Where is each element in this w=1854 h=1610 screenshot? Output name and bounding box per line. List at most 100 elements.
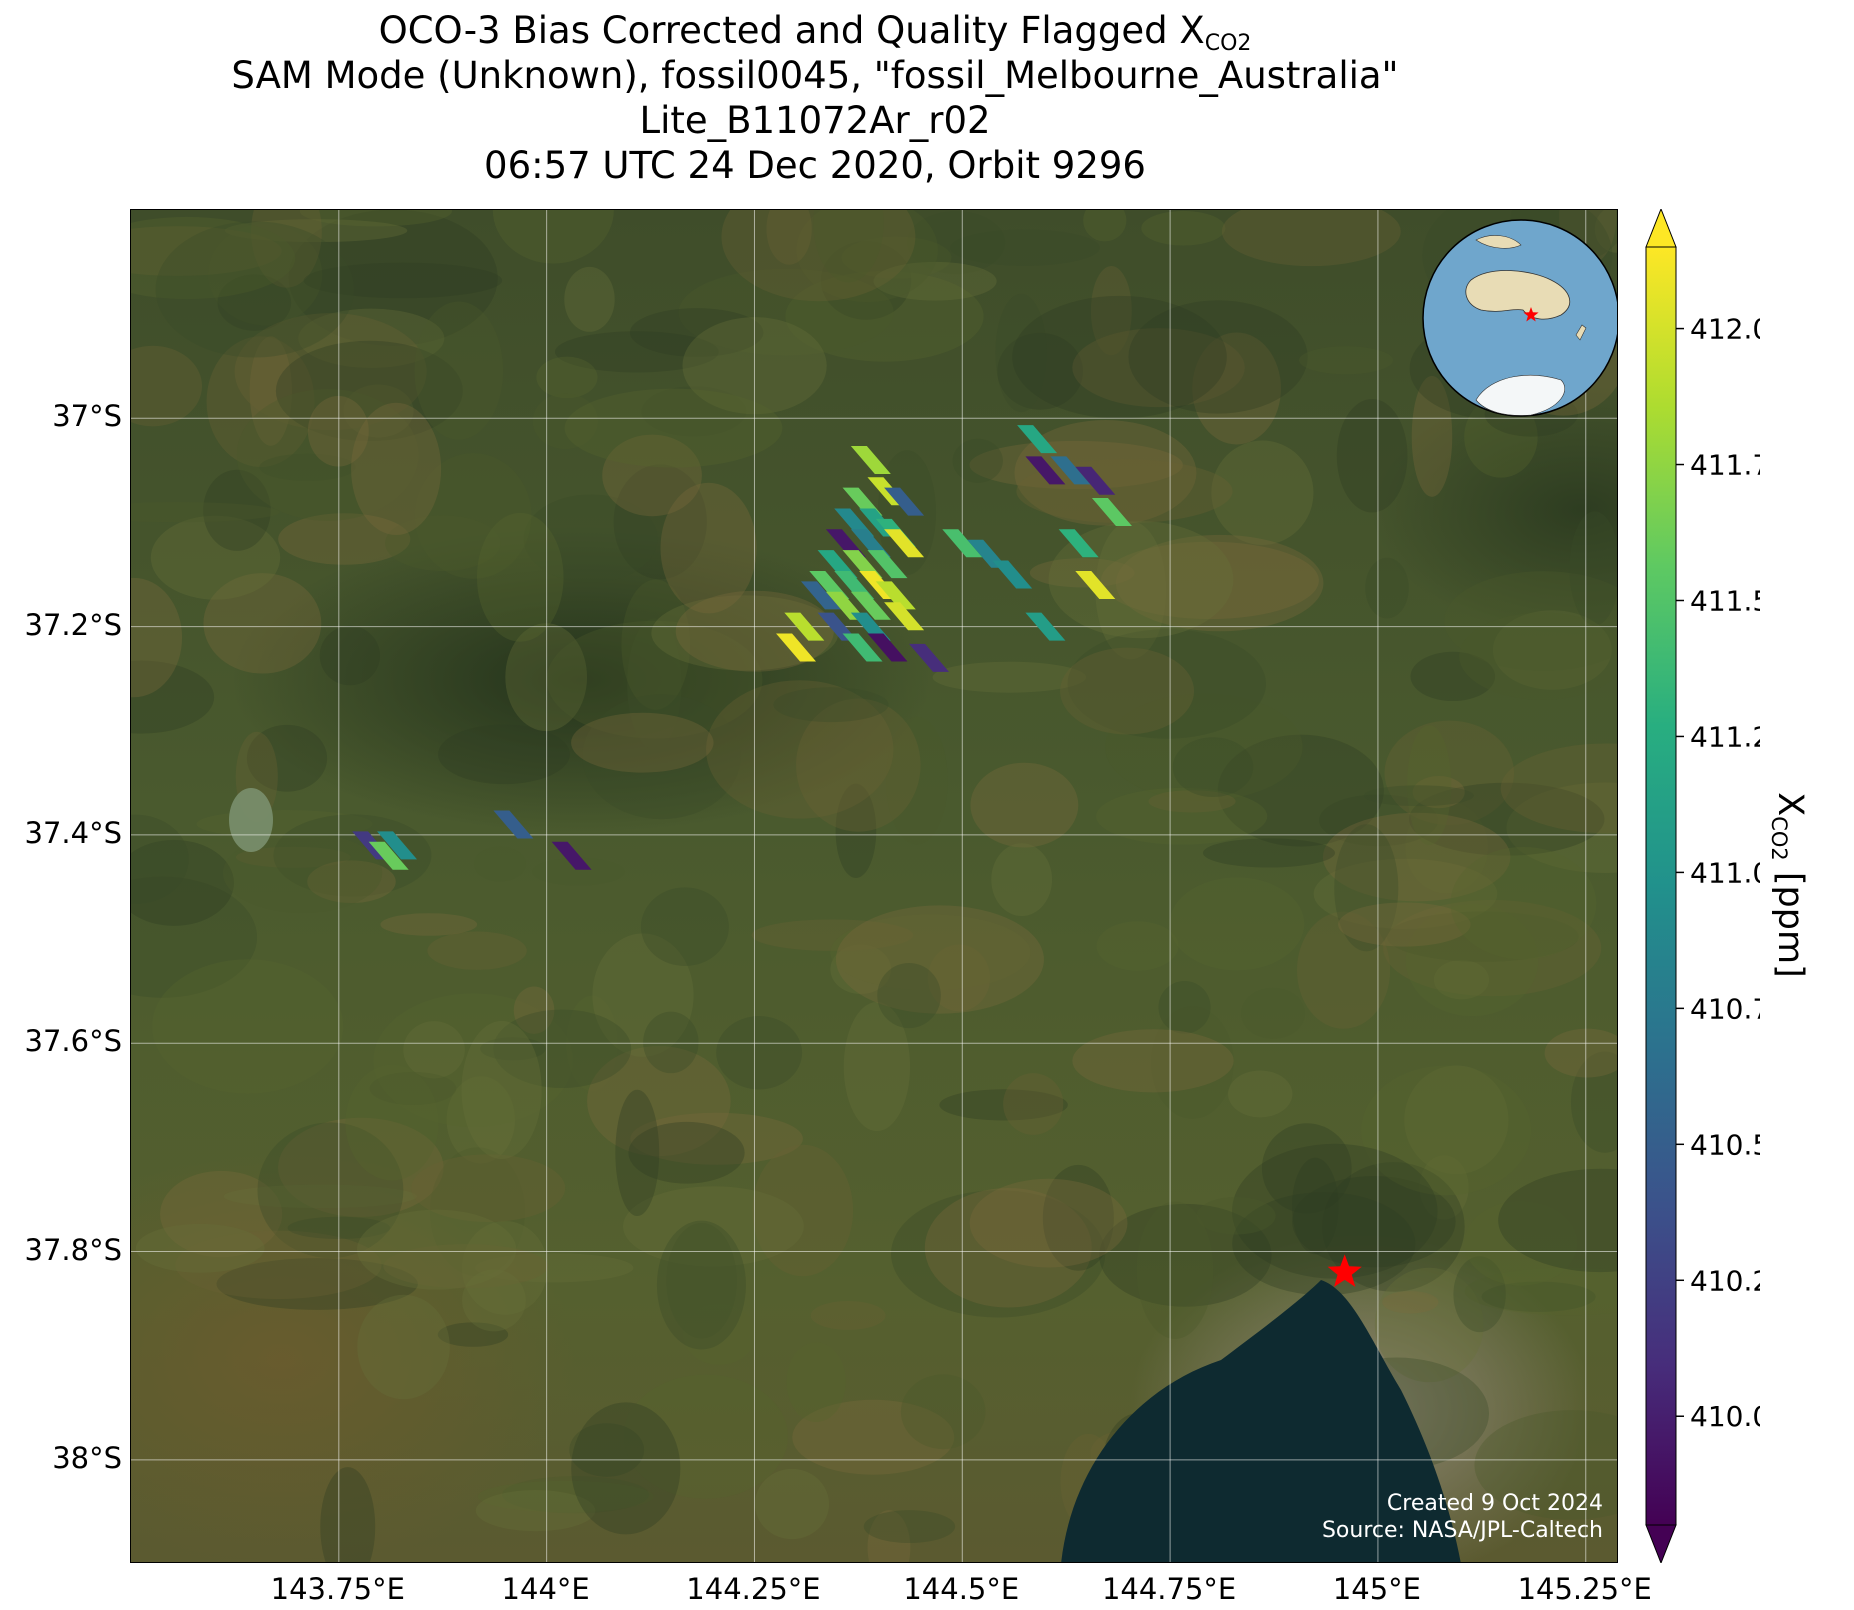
terrain-patch [1498,1168,1617,1273]
colorbar-ticks: 410.00 410.25 410.50 410.75 411.00 411.25 411.… [1676,313,1760,1433]
map-canvas[interactable] [131,210,1618,1563]
terrain-patch [1227,1070,1293,1118]
terrain-patch [236,389,419,521]
xco2-footprint [884,602,925,631]
terrain-patch [206,336,315,467]
terrain-patch [385,515,501,572]
terrain-patch [1361,1065,1532,1196]
terrain-patch [320,1467,376,1562]
xco2-footprint [1075,466,1116,495]
terrain-patch [473,846,526,882]
lat-tick-label: 37°S [52,399,122,434]
terrain-patch [403,1021,465,1079]
terrain-patch [1544,1028,1617,1078]
terrain-patch [131,839,234,926]
terrain-patch [641,386,747,437]
terrain-patch [523,494,658,583]
xco2-footprint [800,581,841,610]
terrain-patch [613,464,707,580]
terrain-patch [969,1178,1128,1268]
terrain-patch [835,905,1044,1014]
terrain-patch [1060,647,1195,735]
globe-australia [1465,270,1571,320]
terrain-patch [1481,1281,1596,1312]
terrain-patch [786,1342,846,1422]
terrain-patch [203,469,271,551]
terrain-patch [414,301,504,440]
terrain-patch [796,210,938,303]
globe-islands [1475,235,1522,249]
terrain-patch [660,482,757,614]
terrain-patch [1338,902,1471,947]
terrain-patch [429,1147,525,1277]
lon-tick-label: 144.75°E [1101,1572,1237,1606]
terrain-patch [1500,743,1617,834]
terrain-patch [1570,1051,1617,1153]
terrain-patch [927,944,991,1012]
map-panel[interactable]: Created 9 Oct 2024 Source: NASA/JPL-Calt… [130,209,1618,1563]
terrain-patch [640,887,729,966]
terrain-patch [873,261,997,301]
terrain-patch [1419,1155,1469,1220]
terrain-patch [623,1374,788,1499]
terrain-patch [1464,1201,1578,1286]
terrain-patch [427,931,527,970]
terrain-patch [1128,300,1308,414]
terrain-patch [621,579,691,710]
xco2-footprint [875,581,916,610]
terrain-patch [554,331,719,373]
terrain-patch [1172,737,1254,798]
terrain-patch [222,832,383,914]
terrain-patch [492,210,614,264]
terrain-patch [373,993,573,1128]
colorbar-tick-label: 411.25 [1690,720,1760,753]
terrain-patch [1136,1201,1214,1339]
terrain-patch [1404,1065,1509,1175]
terrain-patch [131,577,183,698]
terrain-patch [1407,725,1452,846]
xco2-footprint [1017,425,1058,454]
terrain-patch [278,1117,444,1217]
terrain-patch [628,1121,745,1184]
terrain-patch [643,1011,699,1074]
lat-tick-label: 38°S [52,1440,122,1475]
terrain-patch [1192,332,1281,445]
created-date: Created 9 Oct 2024 [1386,1491,1603,1516]
inset-globe [1422,219,1617,417]
terrain-patch [1221,210,1401,267]
terrain-patch [810,1301,886,1330]
colorbar-tick-label: 410.25 [1690,1264,1760,1297]
terrain-patch [476,512,564,642]
terrain-patch [1450,846,1597,960]
terrain-patch [1042,1164,1114,1271]
terrain-patch [939,1089,1068,1121]
terrain-patch [1100,541,1319,620]
title-line-2: SAM Mode (Unknown), fossil0045, "fossil_… [231,54,1399,97]
terrain-patch [1003,1073,1064,1135]
title-line-3: Lite_B11072Ar_r02 [639,99,991,142]
terrain-patch [1382,1290,1439,1314]
map-gridlines [131,210,1617,1562]
lon-tick-label: 145.25°E [1517,1572,1652,1606]
terrain-patch [152,959,344,1094]
terrain-patch [357,1294,450,1400]
xco2-footprint [842,633,883,662]
terrain-patch [251,210,322,288]
title-line-1: OCO-3 Bias Corrected and Quality Flagged… [0,8,1630,55]
terrain-patch [564,266,615,332]
terrain-patch [867,1510,911,1562]
terrain-patch [924,1187,1092,1308]
terrain-patch [1405,904,1539,1017]
xco2-footprint [377,831,418,860]
terrain-patch [1196,1196,1276,1235]
colorbar-extend-min [1645,1524,1677,1563]
terrain-patch [721,210,916,302]
terrain-patch [1090,266,1132,356]
globe-marker-icon [1523,307,1539,322]
satellite-basemap [131,210,1617,1562]
title-text: OCO-3 Bias Corrected and Quality Flagged… [378,9,1205,52]
terrain-patch [303,262,503,299]
terrain-patch [1067,629,1266,739]
terrain-patch [830,944,892,994]
terrain-patch [1292,1175,1456,1268]
